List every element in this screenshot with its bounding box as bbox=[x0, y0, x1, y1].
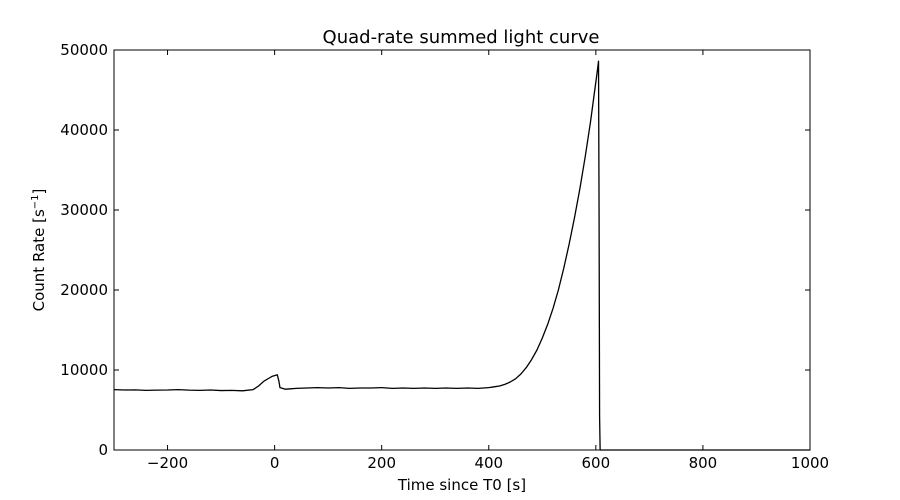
plot-content bbox=[113, 60, 810, 451]
x-tick-label: 1000 bbox=[791, 454, 829, 472]
series-line-0 bbox=[113, 60, 810, 451]
y-tick-label: 40000 bbox=[60, 121, 108, 139]
x-tick-label: 400 bbox=[474, 454, 503, 472]
x-axis-label: Time since T0 [s] bbox=[397, 476, 526, 494]
axis-ticks: −200 0 200 400 600 800 10000100002000030000400… bbox=[60, 41, 829, 472]
y-axis-label-main: Count Rate [s bbox=[30, 209, 48, 311]
y-tick-label: 0 bbox=[98, 441, 108, 459]
plot-frame bbox=[113, 49, 811, 451]
chart-title: Quad-rate summed light curve bbox=[323, 27, 600, 48]
y-tick-label: 30000 bbox=[60, 201, 108, 219]
y-axis-label-sup: −1 bbox=[30, 194, 41, 209]
y-axis-label-end: ] bbox=[30, 189, 48, 195]
y-tick-label: 20000 bbox=[60, 281, 108, 299]
x-tick-label: 600 bbox=[582, 454, 611, 472]
y-tick-label: 50000 bbox=[60, 41, 108, 59]
x-tick-label: 200 bbox=[367, 454, 396, 472]
x-tick-label: 0 bbox=[270, 454, 280, 472]
y-tick-label: 10000 bbox=[60, 361, 108, 379]
x-tick-label: 800 bbox=[689, 454, 718, 472]
y-axis-label: Count Rate [s−1] bbox=[30, 189, 48, 312]
x-tick-label: −200 bbox=[147, 454, 188, 472]
